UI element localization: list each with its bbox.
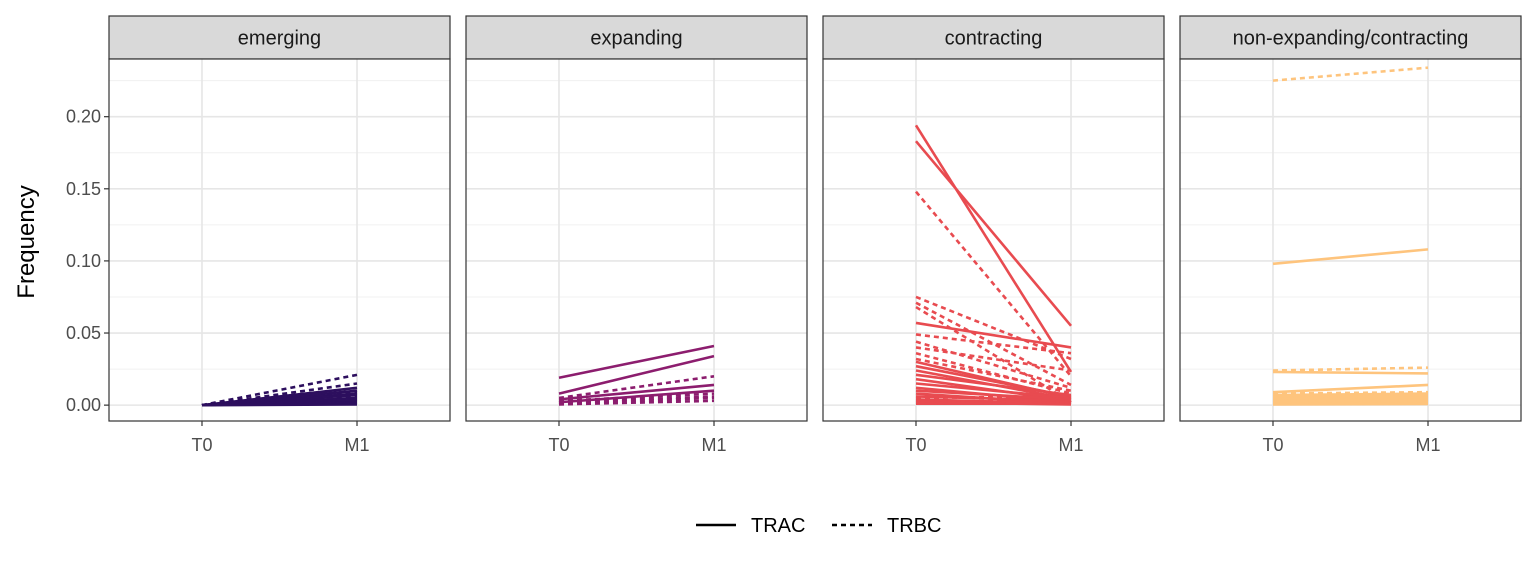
series-line-trac xyxy=(1272,396,1429,401)
series-line-trbc xyxy=(915,346,1072,372)
x-tick-label: M1 xyxy=(1059,435,1084,455)
series-line-trbc xyxy=(915,301,1072,387)
series-line-trbc xyxy=(915,333,1072,355)
facet-strip xyxy=(108,15,451,60)
x-tick-label: T0 xyxy=(191,435,212,455)
y-tick-label: 0.10 xyxy=(66,251,101,271)
x-tick-label: M1 xyxy=(345,435,370,455)
panel-border xyxy=(1179,58,1522,422)
y-tick-label: 0.05 xyxy=(66,323,101,343)
series-line-trbc xyxy=(915,395,1072,400)
facet-strip xyxy=(1179,15,1522,60)
panel-border xyxy=(465,58,808,422)
series-line-trac xyxy=(914,124,1073,373)
facet-strip-label: non-expanding/contracting xyxy=(1233,28,1469,50)
series-line-trbc xyxy=(1272,66,1429,82)
facet-strip-label: expanding xyxy=(590,28,682,50)
facet-strip xyxy=(465,15,808,60)
series-line-trac xyxy=(915,321,1072,349)
facet-panel-3: non-expanding/contracting T0 M1 xyxy=(1179,15,1522,455)
series-line-trac xyxy=(915,373,1072,397)
series-line-trac xyxy=(914,140,1073,327)
series-line-trac xyxy=(558,383,715,401)
x-tick-label: M1 xyxy=(702,435,727,455)
y-axis-title: Frequency xyxy=(13,185,40,298)
series-line-trbc xyxy=(915,400,1072,405)
plot-background xyxy=(823,59,1164,421)
plot-background xyxy=(466,59,807,421)
facet-panel-0: emerging T0 M1 0.00 0.05 0.10 0.15 0.20 xyxy=(66,15,451,455)
series-line-trbc xyxy=(558,395,715,404)
series-line-trac xyxy=(1272,392,1429,397)
series-line-trac xyxy=(1272,248,1429,266)
plot-background xyxy=(1180,59,1521,421)
series-line-trac xyxy=(558,354,715,395)
series-line-trac xyxy=(558,389,715,404)
series-line-trac xyxy=(1272,393,1429,398)
series-line-trbc xyxy=(201,382,358,407)
series-line-trac xyxy=(1272,383,1429,394)
series-line-trbc xyxy=(558,399,715,406)
facet-strip-label: emerging xyxy=(238,28,321,50)
series-line-trbc xyxy=(1272,366,1429,372)
facet-panels: emerging T0 M1 0.00 0.05 0.10 0.15 0.20 expandin… xyxy=(66,15,1522,455)
series-line-trac xyxy=(1272,370,1429,375)
facet-panel-1: expanding T0 M1 xyxy=(465,15,808,455)
series-line-trac xyxy=(1272,395,1429,400)
series-line-trbc xyxy=(1272,390,1429,395)
legend: TRAC TRBC xyxy=(696,515,941,537)
series-line-trbc xyxy=(558,375,715,400)
facet-panel-2: contracting T0 M1 xyxy=(822,15,1165,455)
legend-label-trac: TRAC xyxy=(751,515,805,537)
panel-border xyxy=(822,58,1165,422)
plot-background xyxy=(109,59,450,421)
x-tick-label: T0 xyxy=(905,435,926,455)
series-line-trbc xyxy=(558,396,715,405)
panel-border xyxy=(108,58,451,422)
x-tick-label: T0 xyxy=(1262,435,1283,455)
series-line-trbc xyxy=(915,295,1072,361)
series-line-trbc xyxy=(914,190,1073,378)
y-tick-label: 0.20 xyxy=(66,107,101,127)
x-tick-label: M1 xyxy=(1416,435,1441,455)
series-line-trac xyxy=(201,403,358,407)
y-tick-label: 0.15 xyxy=(66,179,101,199)
series-line-trbc xyxy=(558,392,715,403)
series-line-trbc xyxy=(915,398,1072,404)
legend-label-trbc: TRBC xyxy=(887,515,941,537)
x-tick-label: T0 xyxy=(548,435,569,455)
series-line-trbc xyxy=(915,305,1072,404)
y-tick-label: 0.00 xyxy=(66,395,101,415)
series-line-trac xyxy=(558,344,715,380)
facet-strip-label: contracting xyxy=(945,28,1043,50)
